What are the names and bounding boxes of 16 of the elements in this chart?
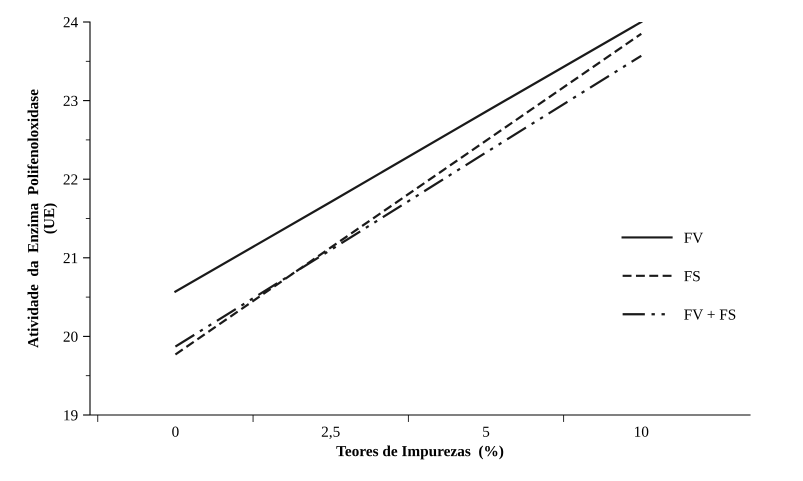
y-tick-label: 23 [64, 96, 78, 106]
x-tick-label: 0 [172, 426, 179, 437]
y-axis-title: Atividade da Enzima Polifenoloxidase (UE) [27, 89, 58, 348]
legend-label: FV [684, 232, 704, 244]
line-series [174, 22, 642, 293]
x-tick-label: 10 [635, 426, 648, 437]
y-tick-label: 21 [64, 252, 78, 264]
legend-label: FS [684, 271, 700, 282]
y-tick-label: 20 [64, 332, 78, 342]
x-tick-label: 2,5 [322, 426, 340, 440]
x-axis-title: Teores de Impurezas (%) [336, 446, 504, 460]
y-tick-label: 19 [64, 410, 78, 420]
x-tick-label: 5 [483, 426, 490, 437]
y-tick-label: 22 [64, 174, 78, 184]
y-tick-label: 24 [64, 17, 78, 28]
legend-label: FV + FS [684, 309, 736, 320]
